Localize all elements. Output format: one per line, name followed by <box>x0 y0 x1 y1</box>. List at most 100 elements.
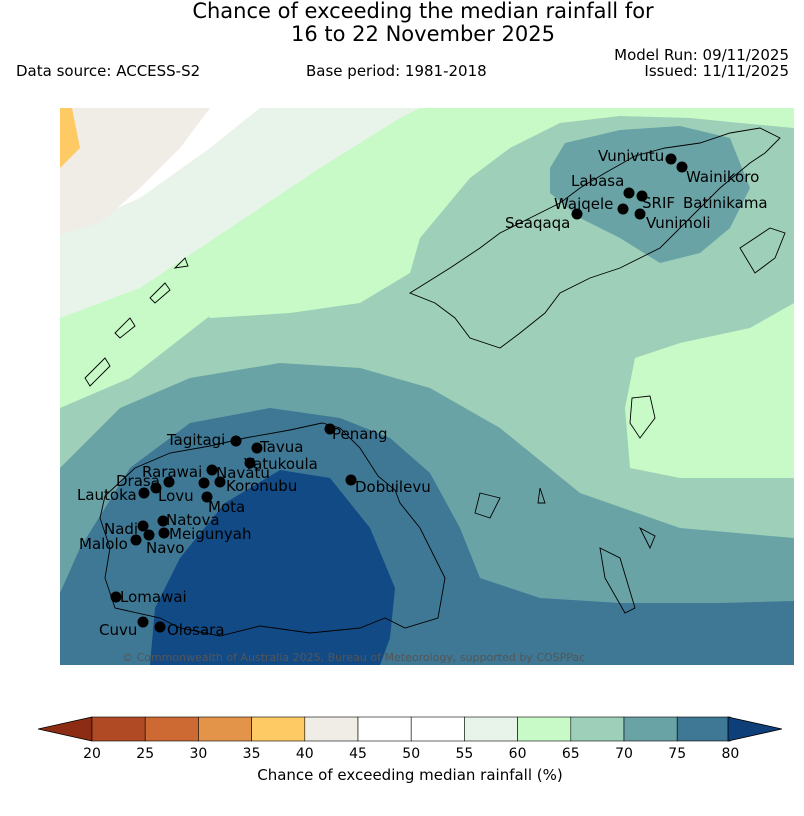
location-olosara: Olosara <box>154 621 225 639</box>
taveuni-coast <box>739 227 786 274</box>
location-srif: SRIF <box>636 190 675 212</box>
colorbar-bin <box>410 716 465 742</box>
location-dot <box>676 161 688 173</box>
location-meigunyah: Meigunyah <box>158 525 251 543</box>
map-canvas: Vunivutu Wainikoro Labasa Waiqele SRIF B… <box>60 108 794 665</box>
colorbar-bin <box>517 716 572 742</box>
location-dot <box>571 208 583 220</box>
location-dot <box>157 515 169 527</box>
location-label: Vunivutu <box>598 147 664 165</box>
location-malolo: Malolo <box>79 534 142 553</box>
location-navatu: Navatu <box>214 464 270 488</box>
location-dot <box>345 474 357 486</box>
location-label: Lovu <box>158 487 194 505</box>
colorbar-bin <box>198 716 252 742</box>
location-dot <box>617 203 629 215</box>
map-title-line2: 16 to 22 November 2025 <box>291 22 555 46</box>
colorbar-bin <box>676 716 731 742</box>
location-label: Tavua <box>259 438 303 456</box>
location-dot <box>137 616 149 628</box>
colorbar-bin <box>304 716 359 742</box>
location-dot <box>230 435 242 447</box>
location-tavua: Tavua <box>251 438 303 456</box>
location-dobuilevu: Dobuilevu <box>345 474 431 496</box>
location-dot <box>251 442 263 454</box>
data-source-label: Data source: ACCESS-S2 <box>16 62 201 80</box>
location-dot <box>154 621 166 633</box>
location-label: Dobuilevu <box>355 478 431 496</box>
location-cuvu: Cuvu <box>99 616 149 639</box>
location-dot <box>143 529 155 541</box>
colorbar-bin <box>464 716 518 742</box>
location-dot <box>665 153 677 165</box>
location-vunivutu: Vunivutu <box>598 147 677 165</box>
location-dot <box>206 464 218 476</box>
location-label: Drasa <box>116 472 160 490</box>
colorbar-tick-label: 25 <box>136 746 154 762</box>
location-tagitagi: Tagitagi <box>166 431 242 449</box>
colorbar-bin <box>144 716 199 742</box>
location-seaqaqa: Seaqaqa <box>505 208 583 232</box>
zone-40-45 <box>60 108 210 235</box>
colorbar-bin <box>357 716 412 742</box>
location-dot <box>163 476 175 488</box>
issued-label: Issued: 11/11/2025 <box>644 62 789 80</box>
colorbar: 20 25 30 35 40 45 50 55 60 65 70 75 80 <box>38 716 782 762</box>
location-label: Cuvu <box>99 621 137 639</box>
location-label: Meigunyah <box>169 525 251 543</box>
location-label: Koronubu <box>226 477 297 495</box>
location-lautoka: Lautoka <box>77 486 150 504</box>
location-koronubu: Koronubu <box>198 477 297 495</box>
location-label: Olosara <box>167 621 225 639</box>
colorbar-label: Chance of exceeding median rainfall (%) <box>257 766 563 784</box>
base-period-label: Base period: 1981-2018 <box>306 62 487 80</box>
zone-80-plus <box>150 470 395 665</box>
location-label: Wainikoro <box>686 168 759 186</box>
location-dot <box>244 457 256 469</box>
location-label: Batinikama <box>683 194 768 212</box>
location-mota: Mota <box>201 491 245 516</box>
location-label: Nadi <box>104 520 138 538</box>
location-dot <box>137 520 149 532</box>
coastlines <box>84 127 786 637</box>
colorbar-bin <box>623 716 678 742</box>
location-label: Waiqele <box>554 195 613 213</box>
colorbar-tick-label: 70 <box>615 746 633 762</box>
location-navo: Navo <box>143 529 184 557</box>
colorbar-tick-label: 35 <box>243 746 261 762</box>
location-drasa: Drasa <box>116 472 175 490</box>
location-label: SRIF <box>642 194 675 212</box>
location-natova: Natova <box>157 511 220 529</box>
location-dot <box>198 477 210 489</box>
location-vatukoula: Vatukoula <box>244 455 318 473</box>
colorbar-tick-label: 65 <box>562 746 580 762</box>
colorbar-tick-label: 40 <box>296 746 314 762</box>
location-label: Seaqaqa <box>505 214 570 232</box>
location-dot <box>634 208 646 220</box>
location-labasa: Labasa <box>571 172 635 199</box>
location-label: Vunimoli <box>646 214 711 232</box>
forecast-map: Vunivutu Wainikoro Labasa Waiqele SRIF B… <box>60 108 794 665</box>
location-lomawai: Lomawai <box>110 588 187 606</box>
zone-35-40 <box>60 108 80 168</box>
location-dot <box>324 423 336 435</box>
location-dot <box>130 534 142 546</box>
colorbar-bin <box>91 716 146 742</box>
location-label: Vatukoula <box>244 455 318 473</box>
colorbar-bins <box>91 716 731 742</box>
location-penang: Penang <box>324 423 387 443</box>
location-dot <box>214 476 226 488</box>
colorbar-bin <box>251 716 306 742</box>
viti-levu-coast <box>99 422 446 637</box>
location-nadi: Nadi <box>104 520 149 538</box>
location-dot <box>201 491 213 503</box>
colorbar-above-arrow <box>727 716 782 742</box>
model-run-label: Model Run: 09/11/2025 <box>614 46 789 64</box>
colorbar-tick-label: 30 <box>189 746 207 762</box>
location-vunimoli: Vunimoli <box>634 208 711 232</box>
location-markers: Vunivutu Wainikoro Labasa Waiqele SRIF B… <box>77 147 768 639</box>
location-lovu: Lovu <box>150 482 194 505</box>
location-label: Lautoka <box>77 486 137 504</box>
location-label: Navatu <box>216 464 270 482</box>
vanua-levu-coast <box>409 127 781 349</box>
